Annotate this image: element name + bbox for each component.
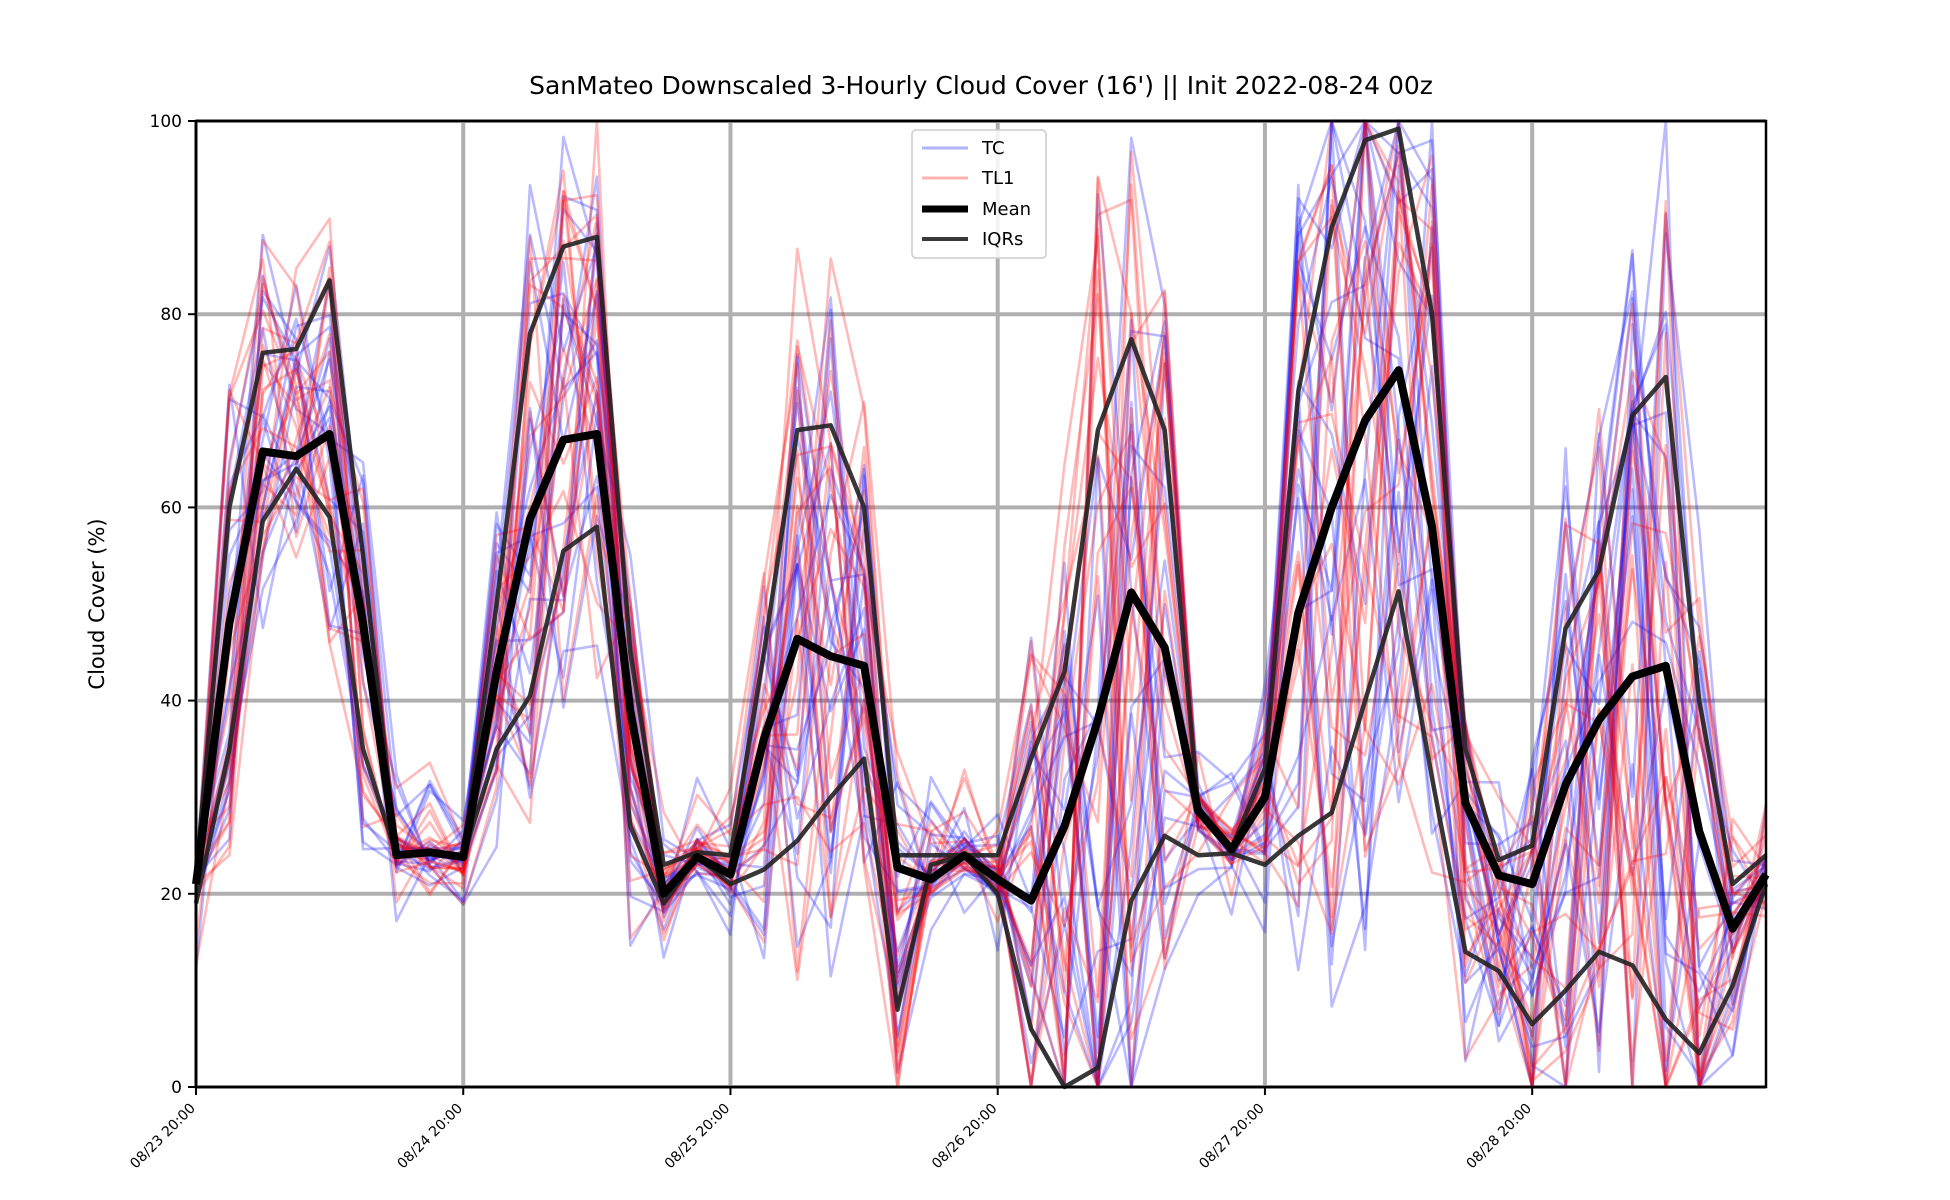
y-tick-label: 40 <box>160 692 182 712</box>
legend-label-iqrs: IQRs <box>982 229 1023 250</box>
ensemble-line-tl1 <box>194 164 1768 1089</box>
chart-title: SanMateo Downscaled 3-Hourly Cloud Cover… <box>529 71 1433 100</box>
ensemble-line-tl1 <box>194 239 1767 1089</box>
ensemble-line-tl1 <box>194 119 1768 1089</box>
legend: TC TL1 Mean IQRs <box>911 129 1047 259</box>
legend-label-mean: Mean <box>982 199 1031 220</box>
ensemble-line-tl1 <box>194 119 1768 1089</box>
legend-label-tc: TC <box>981 138 1005 159</box>
x-tick-label: 08/27 20:00 <box>1196 1101 1268 1173</box>
y-tick-label: 0 <box>171 1078 182 1098</box>
y-tick-label: 60 <box>160 498 182 518</box>
y-tick-label: 100 <box>150 112 182 132</box>
y-tick-label: 20 <box>160 885 182 905</box>
ensemble-line-tl1 <box>194 144 1767 1089</box>
x-tick-label: 08/28 20:00 <box>1463 1101 1535 1173</box>
mean-line <box>192 366 1770 933</box>
ensemble-line-tc <box>194 119 1767 1089</box>
ensemble-line-tc <box>194 119 1768 1089</box>
ensemble-line-tc <box>194 225 1768 1089</box>
y-axis-label: Cloud Cover (%) <box>85 518 109 689</box>
ensemble-line-tl1 <box>194 196 1767 1089</box>
ensemble-line-tc <box>195 119 1768 1089</box>
x-tick-label: 08/26 20:00 <box>929 1101 1001 1173</box>
x-tick-label: 08/23 20:00 <box>127 1101 199 1173</box>
y-tick-label: 80 <box>160 305 182 325</box>
legend-label-tl1: TL1 <box>981 168 1014 189</box>
statistics-lines <box>192 126 1770 1090</box>
ensemble-line-tc <box>194 279 1767 1089</box>
ensemble-line-tc <box>194 119 1768 1089</box>
ensemble-line-tc <box>194 225 1768 1089</box>
plot-frame <box>194 119 1768 1089</box>
x-tick-label: 08/25 20:00 <box>662 1101 734 1173</box>
grid-lines <box>194 119 1766 1089</box>
legend-box <box>911 129 1047 259</box>
x-tick-label: 08/24 20:00 <box>395 1101 467 1173</box>
